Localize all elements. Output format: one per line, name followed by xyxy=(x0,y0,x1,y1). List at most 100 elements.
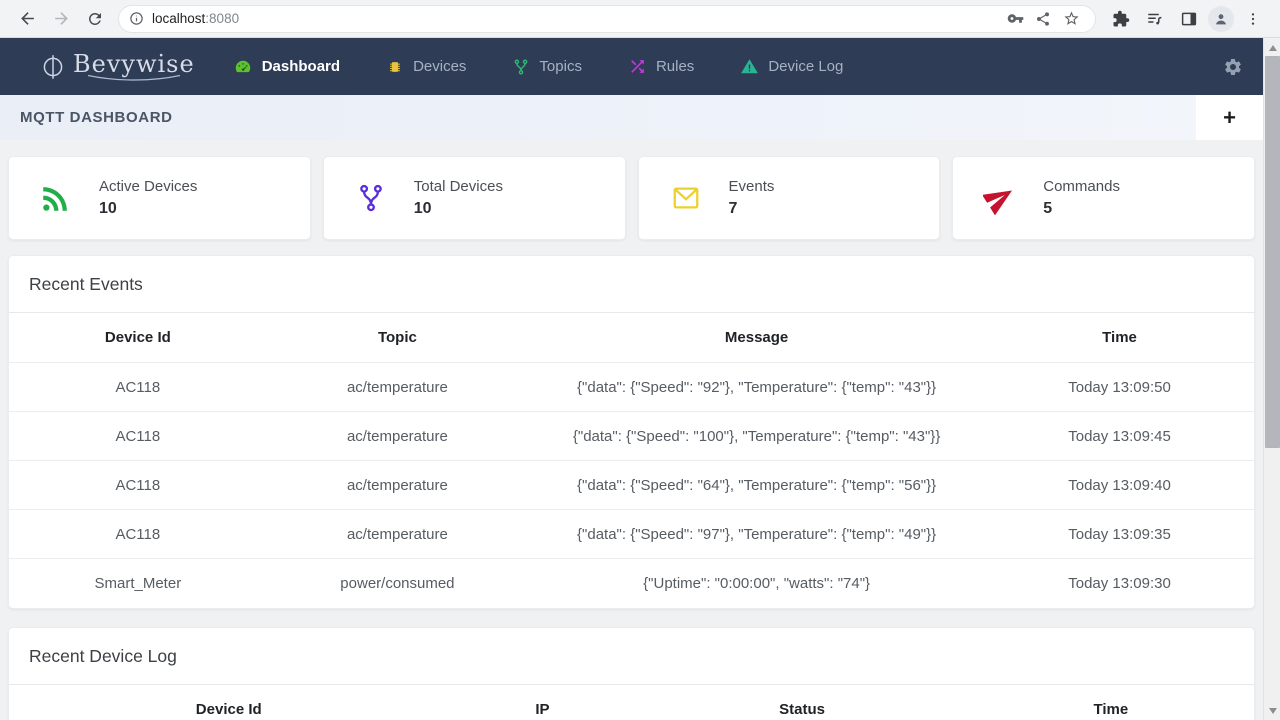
column-header: Topic xyxy=(377,329,417,346)
column-header: Time xyxy=(1093,700,1129,718)
brand-swash xyxy=(87,74,180,81)
stat-card-commands[interactable]: Commands 5 xyxy=(952,156,1255,240)
column-header: Message xyxy=(724,329,789,346)
scrollbar-thumb[interactable] xyxy=(1265,56,1280,448)
table-cell: ac/temperature xyxy=(346,476,448,494)
table-row: AC118 ac/temperature {"data": {"Speed": "9… xyxy=(9,362,1254,412)
stat-card-active-devices[interactable]: Active Devices 10 xyxy=(8,156,311,240)
brand-mark-icon xyxy=(40,52,66,82)
nav-label: Rules xyxy=(655,58,695,75)
address-bar[interactable]: localhost:8080 xyxy=(118,4,1096,33)
stat-label: Total Devices xyxy=(413,178,503,195)
nav-item-devices[interactable]: Devices xyxy=(386,58,466,76)
page-header: MQTT DASHBOARD + xyxy=(0,95,1263,140)
branch-icon xyxy=(352,182,390,214)
rss-icon xyxy=(37,181,75,215)
scroll-up-icon[interactable] xyxy=(1264,39,1280,56)
table-header-row: Device Id Topic Message Time xyxy=(9,312,1254,363)
nav-item-dashboard[interactable]: Dashboard xyxy=(233,57,340,77)
extensions-icon[interactable] xyxy=(1104,4,1138,34)
browser-menu-icon[interactable] xyxy=(1236,4,1270,34)
column-header: IP xyxy=(535,700,550,718)
table-cell: Today 13:09:35 xyxy=(1068,525,1171,543)
nav-item-rules[interactable]: Rules xyxy=(628,57,694,76)
table-row: Smart_Meter power/consumed {"Uptime": "0:0… xyxy=(9,558,1254,608)
page-scrollbar[interactable] xyxy=(1263,38,1280,720)
column-header: Status xyxy=(779,700,825,718)
table-cell: {"data": {"Speed": "97"}, "Temperature":… xyxy=(577,525,937,543)
stat-cards: Active Devices 10 Total Devices 10 Event… xyxy=(8,156,1255,240)
table-cell: {"Uptime": "0:00:00", "watts": "74"} xyxy=(643,574,871,592)
bookmark-star-icon[interactable] xyxy=(1057,6,1085,32)
nav-item-topics[interactable]: Topics xyxy=(512,58,582,76)
brand-name: Bevywise xyxy=(73,50,195,78)
nav-label: Devices xyxy=(413,58,467,75)
table-cell: Smart_Meter xyxy=(94,574,182,592)
stat-value: 7 xyxy=(728,200,738,217)
stat-value: 10 xyxy=(99,200,117,217)
sidebar-panel-icon[interactable] xyxy=(1172,4,1206,34)
envelope-icon xyxy=(667,183,705,213)
stat-card-events[interactable]: Events 7 xyxy=(637,156,941,240)
table-row: AC118 ac/temperature {"data": {"Speed": "1… xyxy=(9,411,1254,461)
table-cell: {"data": {"Speed": "100"}, "Temperature"… xyxy=(572,427,941,445)
section-title: Recent Events xyxy=(29,274,143,294)
nav-label: Dashboard xyxy=(261,58,341,75)
stat-label: Active Devices xyxy=(99,178,198,195)
table-cell: Today 13:09:40 xyxy=(1068,476,1171,494)
profile-avatar[interactable] xyxy=(1206,4,1236,34)
page-title: MQTT DASHBOARD xyxy=(20,109,173,126)
table-cell: ac/temperature xyxy=(346,378,448,396)
browser-toolbar: localhost:8080 xyxy=(0,0,1280,38)
add-widget-button[interactable]: + xyxy=(1196,95,1263,140)
table-cell: power/consumed xyxy=(340,574,455,592)
back-icon[interactable] xyxy=(10,4,44,34)
nav-label: Device Log xyxy=(768,58,844,75)
column-header: Device Id xyxy=(195,700,262,718)
url-text: localhost:8080 xyxy=(152,11,240,26)
recent-device-log-table: Device Id IP Status Time xyxy=(9,684,1254,720)
table-cell: AC118 xyxy=(115,525,161,543)
forward-icon xyxy=(44,4,78,34)
settings-gear-icon[interactable] xyxy=(1223,57,1243,77)
table-cell: Today 13:09:45 xyxy=(1068,427,1171,445)
table-cell: AC118 xyxy=(115,476,161,494)
table-cell: {"data": {"Speed": "92"}, "Temperature":… xyxy=(577,378,937,396)
plus-icon: + xyxy=(1223,104,1236,130)
table-row: AC118 ac/temperature {"data": {"Speed": "6… xyxy=(9,460,1254,510)
table-cell: AC118 xyxy=(115,378,161,396)
scroll-down-icon[interactable] xyxy=(1264,702,1280,719)
password-key-icon[interactable] xyxy=(1001,6,1029,32)
dashboard-gauge-icon xyxy=(233,57,253,77)
app-navbar: Bevywise Dashboard Devices Topics xyxy=(0,38,1263,95)
topic-branch-icon xyxy=(512,58,530,76)
paper-plane-icon xyxy=(981,181,1019,215)
stat-value: 10 xyxy=(413,200,432,217)
chip-icon xyxy=(386,58,404,76)
recent-events-section: Recent Events Device Id Topic Message Ti… xyxy=(8,255,1255,609)
share-icon[interactable] xyxy=(1029,6,1057,32)
recent-events-table: Device Id Topic Message Time AC118 ac/tem… xyxy=(9,312,1254,608)
column-header: Time xyxy=(1102,329,1137,346)
table-cell: {"data": {"Speed": "64"}, "Temperature":… xyxy=(577,476,937,494)
brand-logo[interactable]: Bevywise xyxy=(40,52,195,82)
page-info-icon[interactable] xyxy=(129,11,144,26)
nav-label: Topics xyxy=(539,58,582,75)
table-header-row: Device Id IP Status Time xyxy=(9,684,1254,720)
main-nav: Dashboard Devices Topics Rules Device Lo… xyxy=(233,57,843,77)
stat-card-total-devices[interactable]: Total Devices 10 xyxy=(322,156,626,240)
stat-label: Commands xyxy=(1043,178,1120,195)
reload-icon[interactable] xyxy=(78,4,112,34)
column-header: Device Id xyxy=(104,329,171,346)
table-cell: AC118 xyxy=(115,427,161,445)
table-cell: Today 13:09:30 xyxy=(1068,574,1171,592)
table-cell: Today 13:09:50 xyxy=(1068,378,1171,396)
stat-value: 5 xyxy=(1043,200,1053,217)
shuffle-icon xyxy=(628,57,647,76)
table-cell: ac/temperature xyxy=(346,427,448,445)
stat-label: Events xyxy=(728,178,775,195)
media-playlist-icon[interactable] xyxy=(1138,4,1172,34)
table-cell: ac/temperature xyxy=(346,525,448,543)
nav-item-device-log[interactable]: Device Log xyxy=(740,57,843,76)
recent-device-log-section: Recent Device Log Device Id IP Status Ti… xyxy=(8,626,1255,720)
